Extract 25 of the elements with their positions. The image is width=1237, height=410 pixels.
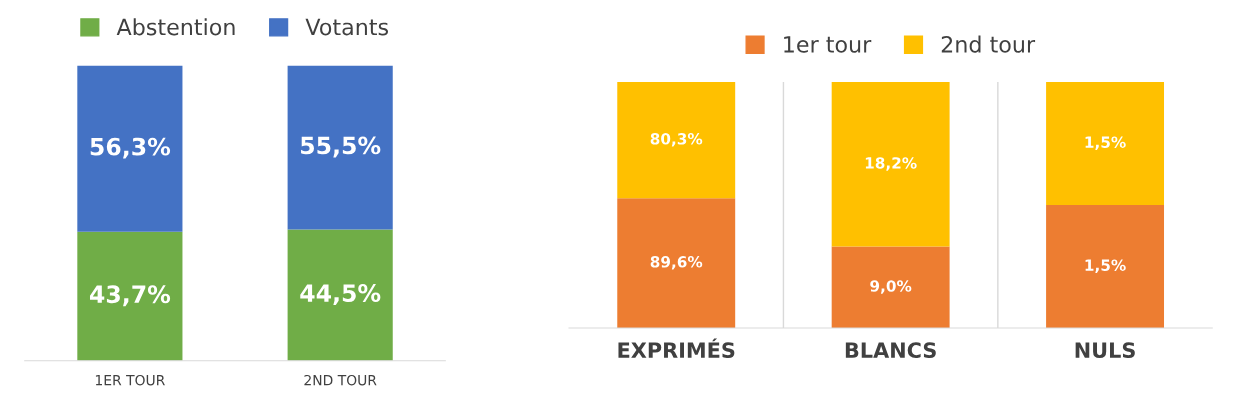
annotation: 1,5% bbox=[1085, 136, 1126, 150]
data-label: 44,5% bbox=[300, 284, 381, 305]
bar bbox=[617, 198, 736, 328]
data-label: 43,7% bbox=[89, 285, 171, 307]
x-tick-label: NULS bbox=[1075, 342, 1135, 359]
bar bbox=[1046, 82, 1165, 205]
annotation: 89,6% bbox=[650, 256, 703, 270]
legend-label: Votants bbox=[305, 18, 389, 36]
bar bbox=[617, 82, 736, 199]
x-tick-label: EXPRIMÉS bbox=[618, 338, 735, 359]
annotation: 9,0% bbox=[870, 280, 912, 294]
annotation: 80,3% bbox=[650, 133, 703, 147]
x-tick-label: 1ER TOUR bbox=[95, 374, 165, 386]
bar bbox=[1046, 205, 1165, 328]
annotation: 18,2% bbox=[865, 157, 917, 171]
bar bbox=[831, 246, 950, 328]
x-tick-label: 2ND TOUR bbox=[304, 374, 377, 386]
legend-label: 1er tour bbox=[784, 36, 872, 53]
legend-label: 2nd tour bbox=[941, 35, 1036, 53]
data-label: 55,5% bbox=[301, 136, 381, 158]
bar bbox=[831, 82, 950, 247]
x-tick-label: BLANCS bbox=[845, 342, 936, 359]
annotation: 1,5% bbox=[1085, 259, 1126, 273]
legend-label: Abstention bbox=[116, 18, 235, 36]
data-label: 56,3% bbox=[90, 137, 171, 159]
